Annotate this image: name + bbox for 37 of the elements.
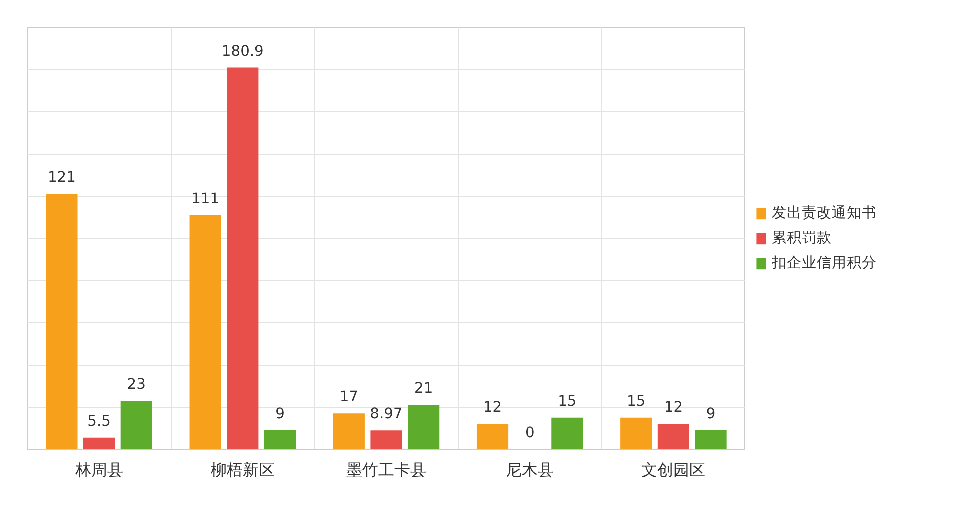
- x-tick-label: 林周县: [74, 460, 124, 480]
- legend-label: 扣企业信用积分: [772, 254, 877, 272]
- bar: [408, 405, 440, 450]
- bar: [120, 400, 152, 450]
- bar: [264, 430, 296, 450]
- bar: [658, 424, 690, 450]
- bar: [227, 68, 259, 450]
- data-label: 8.97: [370, 406, 403, 423]
- bar: [476, 424, 509, 450]
- x-tick-label: 柳梧新区: [210, 460, 275, 480]
- x-tick-label: 文创园区: [642, 460, 706, 480]
- bar: [84, 438, 116, 450]
- data-label: 111: [192, 190, 220, 208]
- legend-label: 发出责改通知书: [772, 204, 877, 222]
- data-label: 21: [414, 380, 434, 398]
- data-label: 5.5: [88, 412, 111, 430]
- bar: [190, 215, 222, 450]
- data-label: 9: [706, 406, 716, 423]
- data-label: 0: [525, 424, 535, 442]
- x-tick-label: 墨竹工卡县: [346, 460, 426, 480]
- bar: [46, 194, 78, 450]
- data-label: 9: [276, 406, 285, 423]
- bar: [695, 430, 727, 450]
- legend-label: 累积罚款: [772, 228, 832, 248]
- data-label: 121: [48, 169, 76, 186]
- data-label: 12: [664, 399, 684, 416]
- data-label: 180.9: [222, 42, 264, 60]
- data-label: 15: [558, 392, 577, 410]
- data-label: 17: [340, 388, 358, 406]
- data-label: 12: [483, 399, 502, 416]
- bar: [552, 418, 584, 450]
- bar: [333, 414, 365, 450]
- bar: [370, 430, 402, 450]
- bar: [620, 418, 652, 450]
- data-label: 23: [127, 376, 146, 393]
- data-label: 15: [627, 392, 646, 410]
- x-tick-label: 尼木县: [506, 460, 554, 480]
